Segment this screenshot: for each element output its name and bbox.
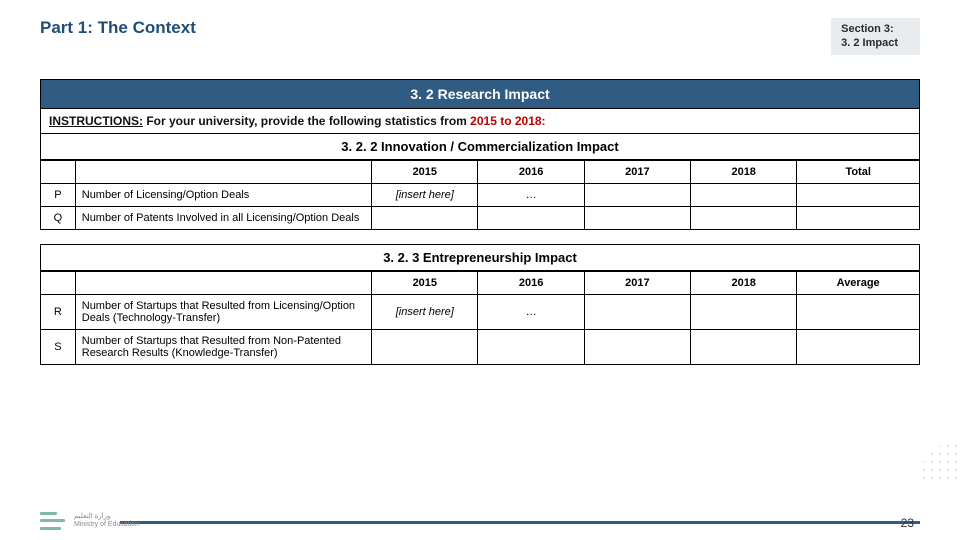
instructions-text: For your university, provide the followi… (143, 114, 470, 128)
section-line1: Section 3: (841, 22, 898, 36)
cell (478, 329, 584, 364)
cell (584, 183, 690, 206)
cell (691, 294, 797, 329)
table2-heading: 3. 2. 3 Entrepreneurship Impact (40, 244, 920, 271)
cell (691, 183, 797, 206)
table2: 2015 2016 2017 2018 Average R Number of … (40, 271, 920, 365)
row-label: Number of Licensing/Option Deals (75, 183, 371, 206)
row-key: S (41, 329, 76, 364)
blank-head (75, 160, 371, 183)
blank-head (41, 271, 76, 294)
cell (584, 206, 690, 229)
logo: وزارة التعليمMinistry of Education (40, 510, 139, 532)
cell (797, 329, 920, 364)
row-key: P (41, 183, 76, 206)
row-label: Number of Patents Involved in all Licens… (75, 206, 371, 229)
col-head: 2015 (372, 271, 478, 294)
main-heading: 3. 2 Research Impact (40, 79, 920, 109)
col-head: Total (797, 160, 920, 183)
cell (691, 206, 797, 229)
table-row: R Number of Startups that Resulted from … (41, 294, 920, 329)
section-line2: 3. 2 Impact (841, 36, 898, 50)
table-row: Q Number of Patents Involved in all Lice… (41, 206, 920, 229)
table-row: P Number of Licensing/Option Deals [inse… (41, 183, 920, 206)
table1-header-row: 2015 2016 2017 2018 Total (41, 160, 920, 183)
footer-divider (120, 521, 920, 524)
row-key: R (41, 294, 76, 329)
col-head: 2017 (584, 160, 690, 183)
col-head: 2017 (584, 271, 690, 294)
blank-head (75, 271, 371, 294)
table1-heading: 3. 2. 2 Innovation / Commercialization I… (40, 134, 920, 160)
col-head: 2016 (478, 160, 584, 183)
cell: [insert here] (372, 294, 478, 329)
decorative-dots (912, 434, 960, 482)
cell: … (478, 183, 584, 206)
section-badge: Section 3: 3. 2 Impact (831, 18, 920, 55)
cell (584, 329, 690, 364)
cell (478, 206, 584, 229)
cell (797, 206, 920, 229)
cell (797, 183, 920, 206)
logo-text: وزارة التعليمMinistry of Education (74, 513, 139, 528)
blank-head (41, 160, 76, 183)
table1: 2015 2016 2017 2018 Total P Number of Li… (40, 160, 920, 230)
logo-mark-icon (40, 510, 68, 532)
table-row: S Number of Startups that Resulted from … (41, 329, 920, 364)
col-head: Average (797, 271, 920, 294)
cell (584, 294, 690, 329)
cell (691, 329, 797, 364)
row-label: Number of Startups that Resulted from No… (75, 329, 371, 364)
instructions: INSTRUCTIONS: For your university, provi… (40, 109, 920, 134)
cell (372, 206, 478, 229)
cell: [insert here] (372, 183, 478, 206)
instructions-range: 2015 to 2018: (470, 114, 545, 128)
cell: … (478, 294, 584, 329)
col-head: 2018 (691, 160, 797, 183)
row-key: Q (41, 206, 76, 229)
table2-header-row: 2015 2016 2017 2018 Average (41, 271, 920, 294)
row-label: Number of Startups that Resulted from Li… (75, 294, 371, 329)
instructions-label: INSTRUCTIONS: (49, 114, 143, 128)
col-head: 2015 (372, 160, 478, 183)
footer: وزارة التعليمMinistry of Education 23 (40, 521, 920, 528)
cell (797, 294, 920, 329)
page-title: Part 1: The Context (40, 18, 196, 38)
page-number: 23 (901, 516, 914, 530)
col-head: 2016 (478, 271, 584, 294)
col-head: 2018 (691, 271, 797, 294)
cell (372, 329, 478, 364)
